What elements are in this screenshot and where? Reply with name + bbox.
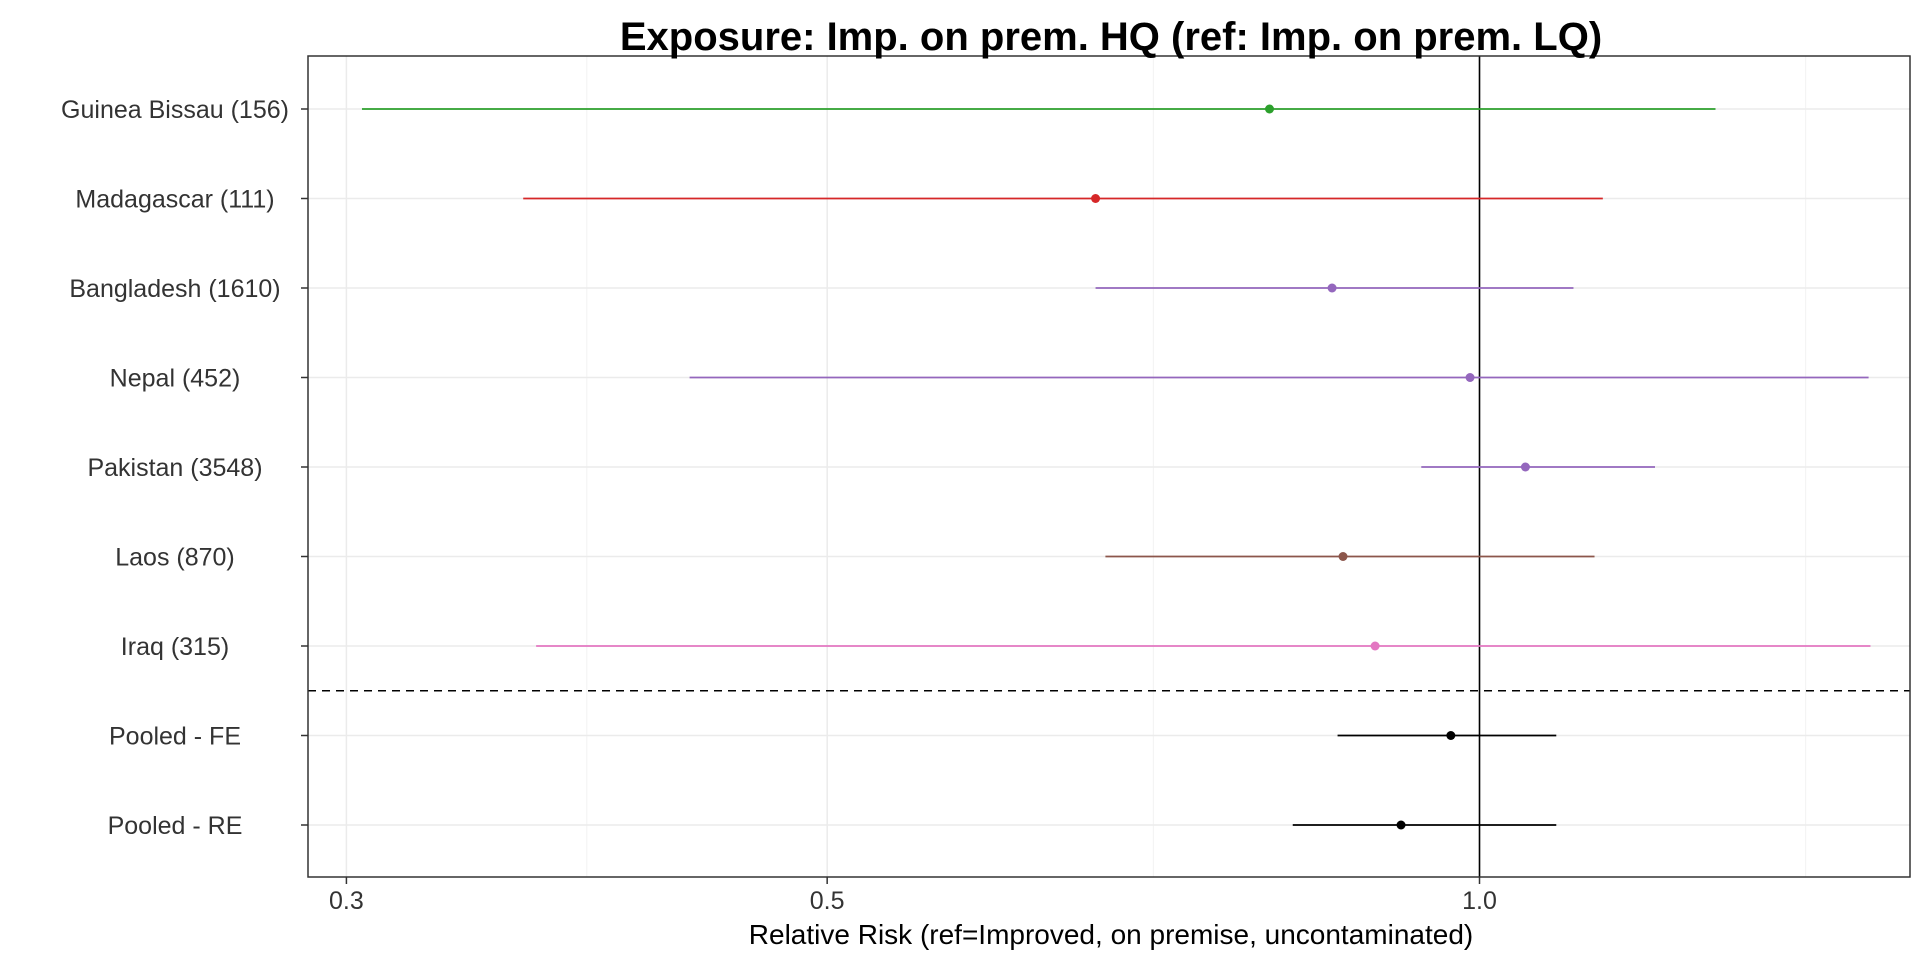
estimate-point-madagascar-111 [1091, 194, 1101, 203]
marks-layer [308, 56, 1910, 877]
row-label-guinea-bissau-156: Guinea Bissau (156) [61, 96, 289, 124]
row-label-nepal-452: Nepal (452) [110, 365, 241, 393]
row-label-iraq-315: Iraq (315) [121, 633, 229, 661]
row-label-pooled-re: Pooled - RE [108, 812, 243, 840]
estimate-point-nepal-452 [1465, 373, 1475, 382]
x-tick-label: 0.5 [810, 887, 845, 915]
row-label-laos-870: Laos (870) [115, 544, 235, 572]
label-layer: Guinea Bissau (156) Madagascar (111) Bangl… [61, 96, 1497, 915]
chart-title: Exposure: Imp. on prem. HQ (ref: Imp. on… [620, 15, 1602, 59]
row-label-pooled-fe: Pooled - FE [109, 723, 241, 751]
estimate-point-laos-870 [1338, 552, 1348, 561]
row-label-madagascar-111: Madagascar (111) [75, 186, 274, 214]
x-tick-label: 0.3 [329, 887, 364, 915]
estimate-point-pooled-re [1396, 820, 1406, 830]
row-label-pakistan-3548: Pakistan (3548) [87, 454, 262, 482]
estimate-point-iraq-315 [1370, 641, 1380, 651]
x-tick-label: 1.0 [1462, 887, 1497, 915]
estimate-point-pakistan-3548 [1520, 462, 1530, 472]
estimate-point-guinea-bissau-156 [1265, 104, 1275, 114]
row-label-bangladesh-1610: Bangladesh (1610) [69, 275, 280, 303]
estimate-point-bangladesh-1610 [1327, 283, 1337, 293]
x-axis-label: Relative Risk (ref=Improved, on premise,… [749, 919, 1473, 950]
estimate-point-pooled-fe [1446, 731, 1456, 740]
